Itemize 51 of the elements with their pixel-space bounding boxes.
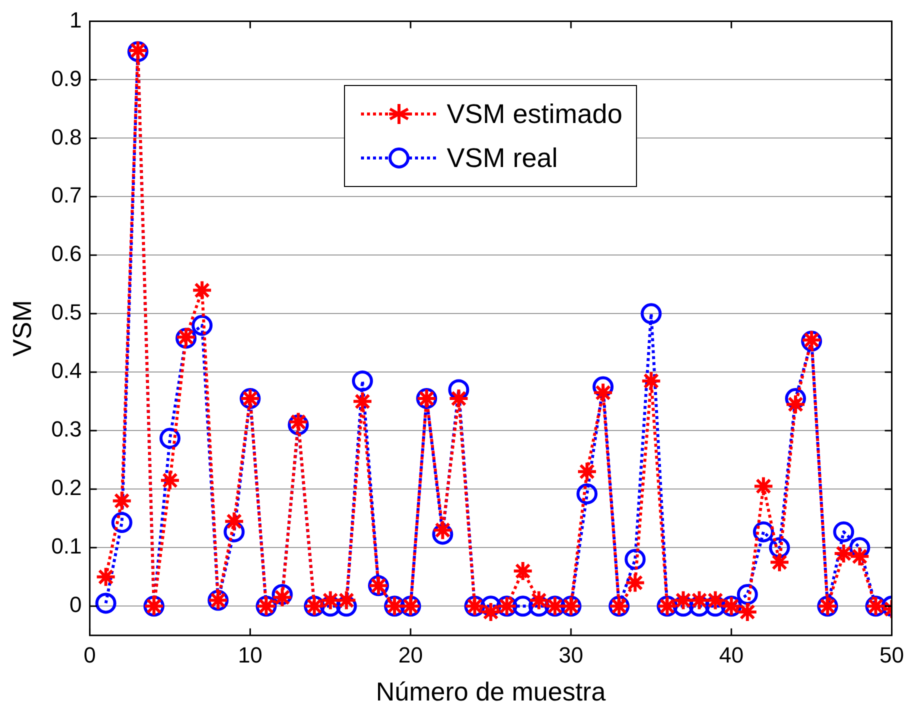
point [111,490,132,512]
point [512,596,534,617]
point [768,552,790,573]
point [736,602,758,622]
point [592,382,614,404]
point [352,370,373,392]
x-axis-title: Número de muestra [376,676,606,707]
point [833,521,854,542]
point [95,566,116,588]
point [752,476,774,497]
point [640,370,662,392]
y-tick-label: 0.1 [51,534,82,559]
y-tick-label: 0.6 [51,241,82,266]
point [192,280,213,301]
x-tick-label: 30 [558,642,584,668]
point [640,303,662,324]
x-tick-label: 50 [880,642,904,668]
point [849,546,870,567]
point [159,470,180,491]
y-tick-label: 0.7 [51,182,82,208]
point [432,520,454,541]
x-tick-label: 40 [719,642,744,668]
point [95,592,116,614]
y-tick-label: 0.9 [51,66,82,91]
point [833,543,854,564]
point [576,483,598,504]
point [480,602,502,622]
y-tick-label: 0.3 [51,416,82,442]
point [336,590,357,611]
x-tick-label: 20 [398,642,423,668]
legend-label: VSM real [446,142,558,174]
y-tick-label: 0.5 [51,300,82,325]
point [785,394,806,415]
point [159,428,180,449]
point [528,590,550,611]
x-tick-label: 10 [238,642,262,668]
point [576,461,598,482]
point [111,512,132,534]
point [704,590,726,611]
y-tick-label: 0.8 [51,124,82,150]
point [192,314,213,336]
y-tick-label: 1 [70,7,82,32]
y-axis-title: VSM [6,300,37,356]
point [448,388,470,409]
y-tick-label: 0.2 [51,475,82,500]
point [624,572,646,594]
legend-label: VSM estimado [446,98,622,130]
y-tick-label: 0 [70,592,82,618]
y-tick-label: 0.4 [51,358,82,384]
point [224,510,245,532]
point [512,560,534,582]
